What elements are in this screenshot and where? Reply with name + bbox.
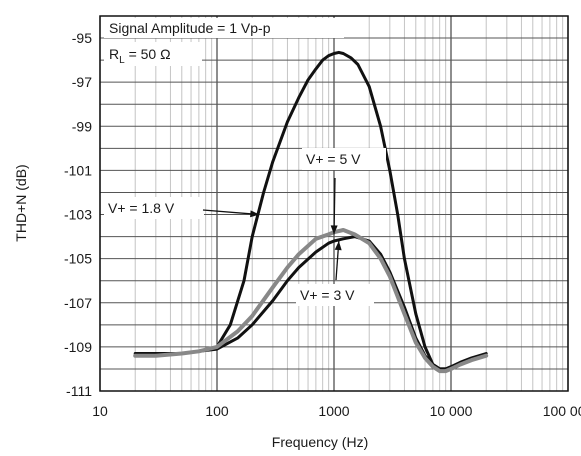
y-tick-label: -107 — [64, 295, 92, 311]
annotation-bg — [302, 148, 386, 170]
x-tick-label: 1000 — [318, 403, 349, 419]
x-tick-label: 10 — [92, 403, 108, 419]
y-tick-label: -103 — [64, 207, 92, 223]
series-line — [133, 235, 488, 371]
annotation-bg — [296, 284, 374, 306]
y-axis-title: THD+N (dB) — [13, 164, 29, 241]
load-value: = 50 Ω — [125, 46, 171, 62]
y-tick-label: -105 — [64, 251, 92, 267]
conditions-load: RL = 50 Ω — [109, 46, 171, 66]
series-lines — [133, 50, 489, 374]
x-axis-title: Frequency (Hz) — [272, 434, 368, 450]
y-tick-label: -109 — [64, 339, 92, 355]
x-tick-label: 10 000 — [430, 403, 473, 419]
series-annotations: V+ = 1.8 V V+ = 5 V V+ = 3 V — [104, 148, 386, 306]
annotation-leader — [333, 177, 336, 235]
annotation-arrowhead — [334, 241, 342, 251]
conditions-amplitude: Signal Amplitude = 1 Vp-p — [109, 20, 271, 36]
annotation-arrowhead — [250, 210, 260, 218]
series-annotation-label: V+ = 1.8 V — [108, 200, 175, 216]
x-tick-label: 100 000 — [543, 403, 581, 419]
y-tick-label: -95 — [72, 30, 92, 46]
annotation-leader — [202, 209, 260, 216]
x-tick-label: 100 — [205, 403, 229, 419]
series-annotation-label: V+ = 3 V — [300, 287, 355, 303]
conditions-box: Signal Amplitude = 1 Vp-p RL = 50 Ω — [104, 18, 344, 66]
plot-frame — [99, 15, 569, 392]
load-symbol: R — [109, 46, 119, 62]
y-tick-label: -111 — [66, 383, 92, 399]
conditions-line2-bg — [104, 42, 202, 66]
annotation-bg — [104, 197, 204, 219]
load-subscript: L — [119, 55, 125, 66]
annotation-arrowhead — [330, 225, 338, 235]
y-tick-label: -97 — [72, 74, 92, 90]
y-tick-label: -101 — [64, 162, 92, 178]
series-annotation-label: V+ = 5 V — [306, 151, 361, 167]
series-line — [133, 228, 489, 374]
conditions-line1-bg — [104, 18, 344, 38]
y-tick-label: -99 — [72, 118, 92, 134]
